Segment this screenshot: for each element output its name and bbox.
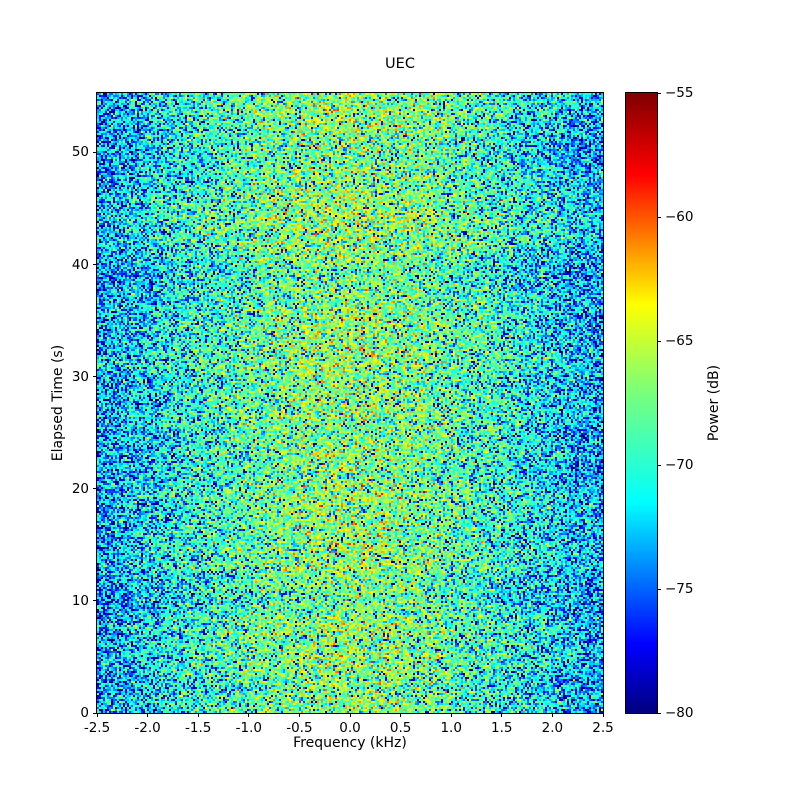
y-axis-label: Elapsed Time (s): [50, 344, 66, 462]
y-tick-label: 10: [71, 592, 89, 609]
x-tick-mark: [248, 713, 250, 717]
colorbar-tick-mark: [657, 216, 661, 218]
x-tick-label: 0.0: [339, 720, 361, 736]
y-tick-label: 50: [71, 144, 89, 161]
x-tick-mark: [96, 713, 98, 717]
y-tick-label: 0: [80, 705, 89, 721]
x-tick-label: -2.5: [83, 720, 111, 736]
colorbar-tick-label: −80: [665, 705, 694, 721]
y-tick-mark: [93, 376, 97, 378]
x-axis-label: Frequency (kHz): [293, 735, 407, 751]
colorbar-tick-mark: [657, 340, 661, 342]
x-tick-label: -1.5: [185, 720, 212, 736]
colorbar-tick-mark: [657, 92, 661, 94]
x-tick-mark: [501, 713, 503, 717]
y-tick-mark: [93, 488, 97, 490]
y-tick-label: 20: [71, 480, 89, 497]
colorbar-tick-label: −70: [665, 457, 694, 473]
x-tick-label: 2.0: [541, 720, 564, 736]
y-tick-label: 30: [71, 368, 89, 385]
x-tick-mark: [450, 713, 452, 717]
colorbar-gradient: [626, 93, 657, 713]
spectrogram-axes[interactable]: [96, 92, 604, 714]
spectrogram-image[interactable]: [97, 93, 603, 713]
x-tick-label: 1.0: [440, 720, 462, 736]
x-tick-label: 0.5: [389, 720, 412, 736]
x-tick-label: 1.5: [491, 720, 513, 736]
x-tick-mark: [298, 713, 300, 717]
x-tick-mark: [349, 713, 351, 717]
x-tick-mark: [400, 713, 402, 717]
colorbar-tick-label: −60: [665, 209, 694, 225]
colorbar-tick-label: −65: [665, 333, 694, 349]
y-tick-mark: [93, 264, 97, 266]
x-tick-mark: [197, 713, 199, 717]
y-tick-label: 40: [71, 256, 89, 273]
power-colorbar[interactable]: [625, 92, 658, 714]
x-tick-label: -2.0: [134, 720, 161, 736]
x-tick-mark: [602, 713, 604, 717]
x-tick-mark: [147, 713, 149, 717]
title-station: UEC: [385, 56, 415, 73]
x-tick-label: -1.0: [235, 720, 262, 736]
colorbar-tick-mark: [657, 712, 661, 714]
colorbar-tick-mark: [657, 464, 661, 466]
colorbar-tick-label: −55: [665, 85, 694, 101]
y-tick-mark: [93, 712, 97, 714]
colorbar-tick-mark: [657, 588, 661, 590]
colorbar-tick-label: −75: [665, 581, 694, 597]
colorbar-label: Power (dB): [706, 364, 722, 442]
y-tick-mark: [93, 151, 97, 153]
x-tick-mark: [551, 713, 553, 717]
x-tick-label: -0.5: [286, 720, 313, 736]
y-tick-mark: [93, 600, 97, 602]
x-tick-label: 2.5: [592, 720, 614, 736]
